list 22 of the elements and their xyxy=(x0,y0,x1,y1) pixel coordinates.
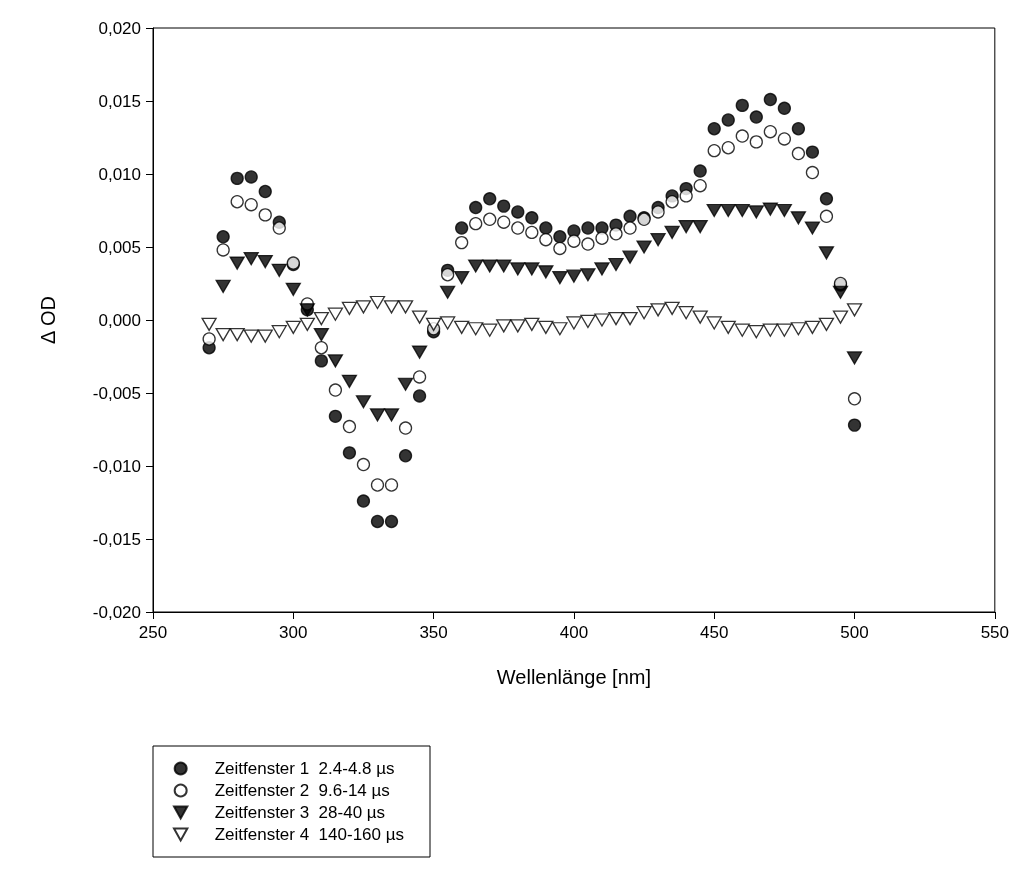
x-tick-label: 400 xyxy=(559,623,589,642)
y-tick-label: -0,010 xyxy=(92,456,141,476)
x-tick-label: 250 xyxy=(138,623,168,642)
x-tick-label: 550 xyxy=(980,623,1010,642)
y-tick-label: 0,010 xyxy=(98,164,141,184)
legend-label: Zeitfenster 2 9.6-14 µs xyxy=(214,781,390,800)
x-tick-label: 450 xyxy=(700,623,729,642)
x-tick-label: 350 xyxy=(419,623,448,642)
x-tick-label: 500 xyxy=(840,623,869,642)
legend-label: Zeitfenster 4 140-160 µs xyxy=(214,825,405,844)
y-tick-label: 0,000 xyxy=(98,310,141,330)
x-axis-title: Wellenlänge [nm] xyxy=(496,666,651,688)
y-axis-title: Δ OD xyxy=(37,296,59,344)
y-tick-label: 0,020 xyxy=(98,18,141,38)
y-tick-label: -0,015 xyxy=(92,529,141,549)
legend-label: Zeitfenster 3 28-40 µs xyxy=(214,803,386,822)
x-tick-label: 300 xyxy=(279,623,308,642)
y-tick-label: -0,020 xyxy=(92,602,141,622)
y-tick-label: 0,005 xyxy=(98,237,141,257)
y-tick-label: -0,005 xyxy=(92,383,141,403)
y-tick-label: 0,015 xyxy=(98,91,141,111)
legend-label: Zeitfenster 1 2.4-4.8 µs xyxy=(214,759,395,778)
